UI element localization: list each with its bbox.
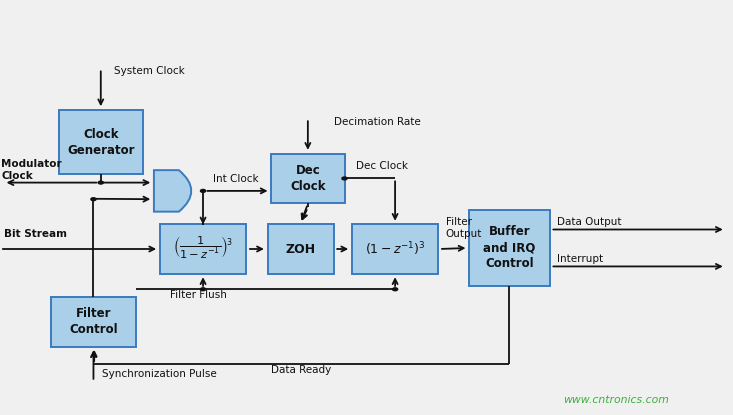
Text: Bit Stream: Bit Stream: [4, 229, 67, 239]
Text: $\left(\dfrac{\ 1\ }{1-z^{-1}}\right)^{\!3}$: $\left(\dfrac{\ 1\ }{1-z^{-1}}\right)^{\…: [173, 234, 233, 260]
PathPatch shape: [154, 170, 191, 212]
Text: Clock
Generator: Clock Generator: [67, 128, 135, 156]
FancyBboxPatch shape: [59, 110, 143, 174]
Circle shape: [393, 288, 397, 290]
FancyBboxPatch shape: [271, 154, 345, 203]
FancyBboxPatch shape: [469, 210, 550, 286]
Text: Filter
Control: Filter Control: [69, 307, 118, 336]
Text: $(1-z^{-1})^3$: $(1-z^{-1})^3$: [365, 240, 425, 258]
Circle shape: [201, 288, 206, 290]
Text: Filter Flush: Filter Flush: [170, 290, 227, 300]
Circle shape: [342, 177, 347, 180]
FancyBboxPatch shape: [352, 224, 438, 274]
Circle shape: [91, 198, 96, 200]
FancyBboxPatch shape: [268, 224, 334, 274]
Text: Data Output: Data Output: [557, 217, 622, 227]
FancyBboxPatch shape: [160, 224, 246, 274]
Circle shape: [98, 181, 103, 184]
Text: Dec Clock: Dec Clock: [356, 161, 408, 171]
Text: Interrupt: Interrupt: [557, 254, 603, 264]
Text: Modulator
Clock: Modulator Clock: [1, 159, 62, 181]
Text: Buffer
and IRQ
Control: Buffer and IRQ Control: [483, 225, 536, 271]
Text: Data Ready: Data Ready: [271, 365, 331, 375]
Text: Int Clock: Int Clock: [213, 174, 258, 184]
Text: Decimation Rate: Decimation Rate: [334, 117, 420, 127]
Text: System Clock: System Clock: [114, 66, 185, 76]
Text: www.cntronics.com: www.cntronics.com: [563, 395, 668, 405]
Text: Filter
Output: Filter Output: [446, 217, 482, 239]
Text: Dec
Clock: Dec Clock: [290, 164, 325, 193]
Text: ZOH: ZOH: [285, 242, 316, 256]
Circle shape: [201, 189, 206, 192]
Text: Synchronization Pulse: Synchronization Pulse: [103, 369, 217, 378]
FancyBboxPatch shape: [51, 297, 136, 347]
